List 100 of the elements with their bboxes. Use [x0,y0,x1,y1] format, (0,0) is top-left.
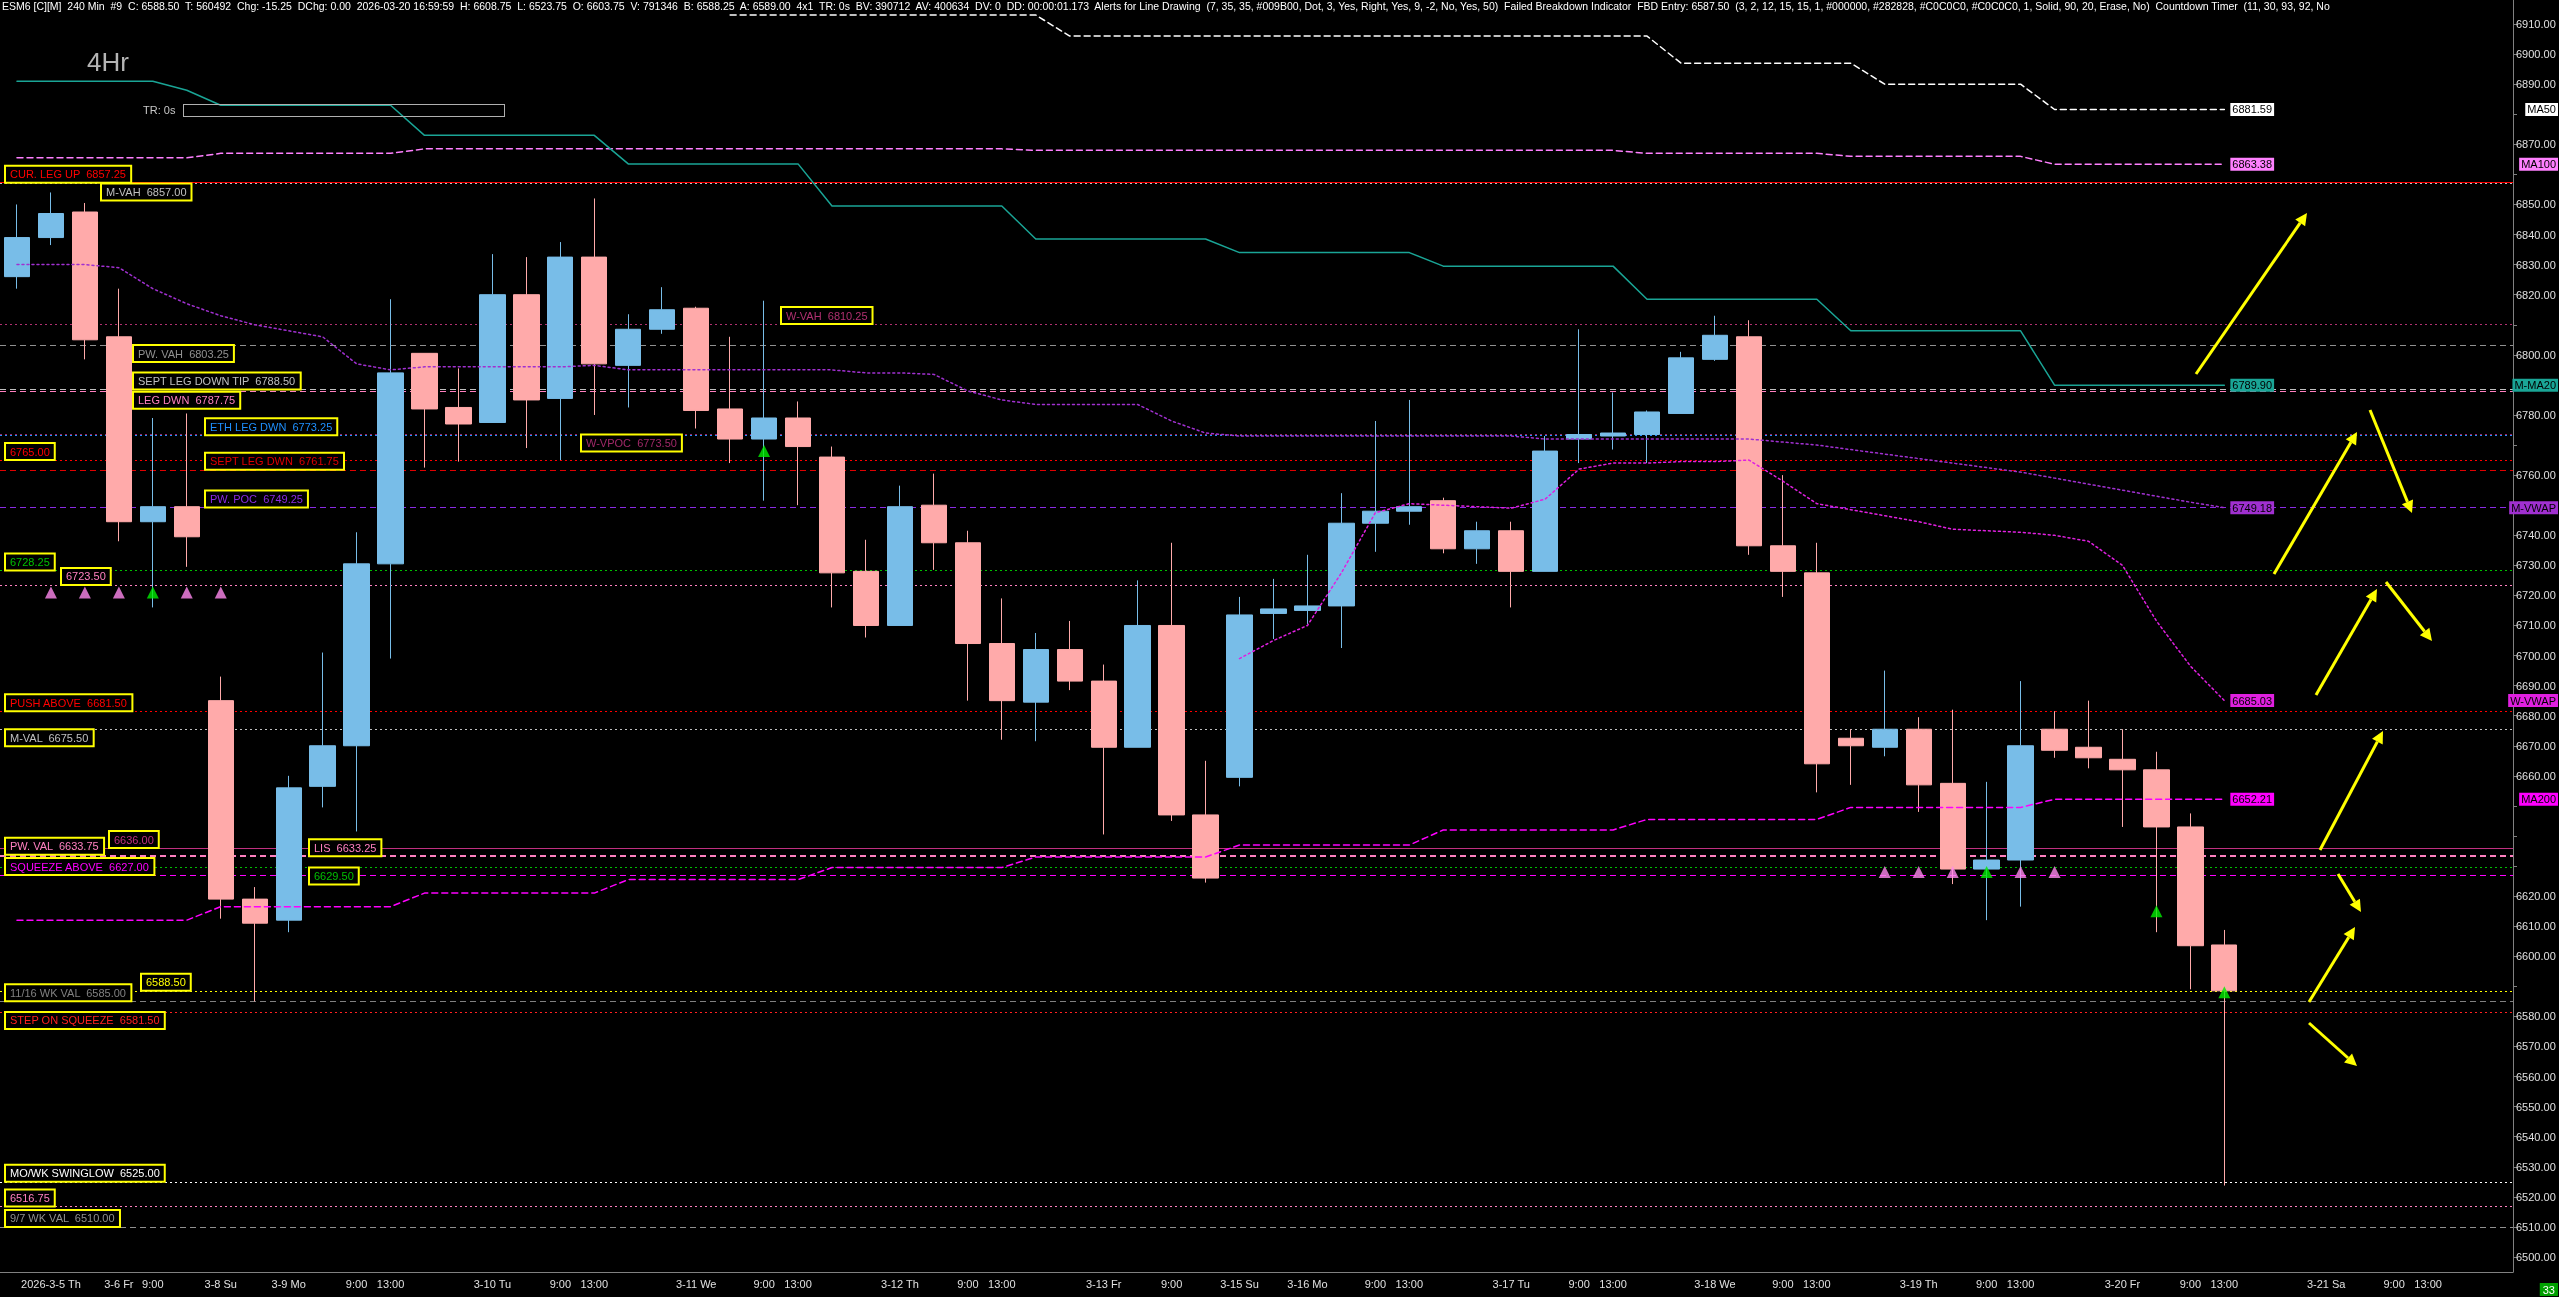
x-tick-label: 3-20 Fr [2104,1277,2141,1290]
candlestick [1328,492,1355,649]
candlestick [1804,542,1830,793]
ref-line-label: PW. VAL 6633.75 [10,840,99,853]
candlestick [1838,728,1864,786]
x-tick-label: 9:00 [549,1277,572,1290]
candlestick [1770,474,1796,598]
candlestick [276,775,302,933]
x-tick-label: 3-11 We [675,1277,717,1290]
ref-line-label: SQUEEZE ABOVE 6627.00 [10,860,149,873]
point [2218,986,2231,999]
text: M-MA20 [2514,379,2556,392]
text: W-VWAP [2510,694,2556,707]
candlestick [309,652,336,808]
y-tick-label: 6710.00 [2516,619,2556,632]
candlestick [2041,710,2068,759]
point [2014,866,2027,879]
point [112,586,125,599]
candlestick [140,417,166,608]
point [180,586,193,599]
x-tick-label: 13:00 [376,1277,405,1290]
ref-line-label: W-VPOC 6773.50 [586,437,677,450]
candlestick [615,313,641,408]
text: 33 [2542,1283,2555,1296]
x-tick-label: 9:00 [753,1277,775,1290]
y-tick-label: 6530.00 [2516,1160,2556,1173]
candlestick [1872,670,1898,757]
y-tick-label: 6780.00 [2516,408,2556,421]
candlestick [479,253,506,423]
candlestick [106,288,132,542]
y-tick-label: 6700.00 [2516,649,2556,662]
chart-subtitle: ESM6 [C][M] 240 Min #9 C: 6588.50 T: 560492 Chg: -15.25 DChg: 0.00 2026-03-20 16:59:59 H: 6608.75 L: 6523.75 O: 6603.75 V: 791346 B: 6588.25 A: 6589.00 4x1 TR: 0s BV: 390712 AV: 400634 DV: 0 DD: 00:00:01.173 Alerts for Line Drawing (7, 35, 35, #009B00, Dot, 3, Yes, Right, Yes, 9, -2, No, Yes, 50) Failed Breakdown Indicator FBD Entry: 6587.50 (3, 2, 12, 15, 15, 1, #000000, #282828, #C0C0C0, #C0C0C0, 1, Solid, 90, 20, Erase, No) Countdown Timer (11, 30, 93, 92, No [2,0,2330,12]
line-series [729,14,2226,111]
point [146,586,159,599]
x-tick-label: 9:00 [1772,1277,1794,1290]
candlestick [343,531,370,832]
y-tick-label: 6610.00 [2516,920,2556,933]
candlestick [2109,728,2136,828]
x-tick-label: 13:00 [1395,1277,1424,1290]
x-tick-label: 3-10 Tu [473,1277,512,1290]
ref-line-label: 11/16 WK VAL 6585.00 [10,986,126,999]
ref-line-label: STEP ON SQUEEZE 6581.50 [10,1014,160,1027]
x-tick-label: 3-18 We [1694,1277,1736,1290]
x-tick-label: 13:00 [988,1277,1016,1290]
candlestick [921,473,947,571]
candlestick [1158,542,1185,822]
candlestick [581,197,607,416]
x-tick-label: 9:00 [1568,1277,1590,1290]
y-tick-label: 6620.00 [2516,890,2556,903]
point [1946,866,1959,879]
candlestick [819,446,845,608]
x-tick-label: 9:00 [345,1277,368,1290]
text: MA200 [2521,793,2556,806]
x-tick-label: 2026-3-5 Th [21,1277,81,1290]
candlestick [208,676,234,920]
x-tick-label: 9:00 [2179,1277,2202,1290]
x-tick-label: 9:00 [142,1277,164,1290]
candlestick [513,256,540,449]
candlestick [1668,351,1694,414]
ref-line-label: LIS 6633.25 [314,841,377,854]
line-series [1238,459,2226,702]
candlestick [1430,497,1456,554]
y-tick-label: 6850.00 [2516,198,2556,211]
candlestick [2143,751,2170,933]
candlestick [1600,391,1626,451]
ref-line-label: 6636.00 [114,833,154,846]
candlestick [1736,319,1762,556]
ref-line-label: MO/WK SWINGLOW 6525.00 [10,1167,160,1180]
y-tick-label: 6580.00 [2516,1010,2556,1023]
ref-line-label: PUSH ABOVE 6681.50 [10,696,127,709]
candlestick [377,298,404,660]
data-label: 6685.03 [2232,694,2273,707]
candlestick [1260,578,1287,640]
candlestick [853,539,879,638]
candlestick [445,367,472,463]
candlestick [242,886,268,1002]
point [2048,866,2061,879]
ref-line-label: LEG DWN 6787.75 [138,394,236,407]
candlestick [1940,709,1966,885]
candlestick [2075,700,2102,769]
candlestick [1566,328,1592,464]
ref-line-label: 6723.50 [66,570,106,583]
ref-line-label: 6588.50 [146,976,186,989]
candlestick [4,203,30,290]
x-tick-label: 13:00 [1803,1277,1831,1290]
candlestick [2177,812,2204,990]
candlestick [1464,521,1490,565]
candlestick [683,306,709,430]
ref-line-label: M-VAH 6857.00 [106,185,187,198]
x-tick-label: 3-12 Th [881,1277,919,1290]
y-tick-label: 6660.00 [2516,769,2556,782]
candlestick [72,202,98,360]
point [758,445,771,458]
y-tick-label: 6680.00 [2516,709,2556,722]
x-tick-label: 9:00 [1975,1277,1998,1290]
candlestick [1634,409,1660,464]
point [214,586,227,599]
candlestick [1091,664,1117,835]
ref-line-label: ETH LEG DWN 6773.25 [210,420,333,433]
y-tick-label: 6540.00 [2516,1130,2556,1143]
